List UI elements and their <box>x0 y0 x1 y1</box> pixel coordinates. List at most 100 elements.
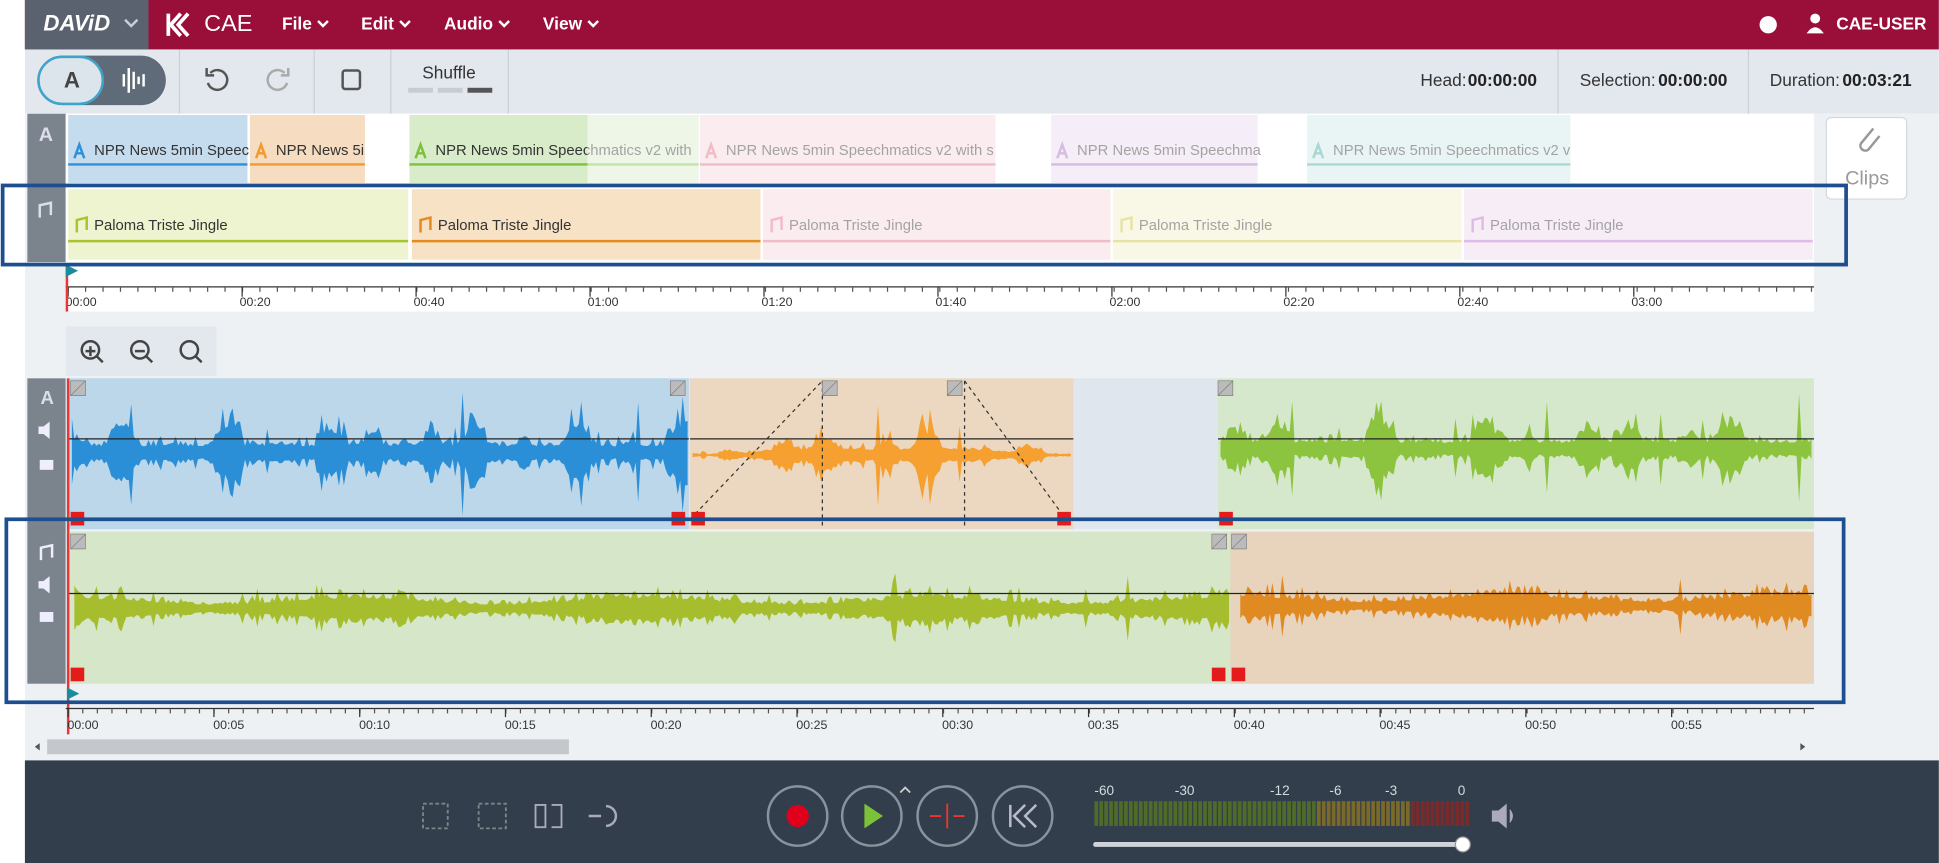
music-clip[interactable] <box>411 189 761 260</box>
meter-label: -60 <box>1094 783 1114 798</box>
meter-segment <box>1430 801 1435 826</box>
speaker-icon[interactable] <box>1491 803 1513 829</box>
meter-segment <box>1381 801 1385 826</box>
music-clip[interactable] <box>68 189 409 260</box>
fade-handle[interactable] <box>1211 533 1227 550</box>
meter-segment <box>1326 801 1331 826</box>
record-button[interactable] <box>766 785 829 847</box>
help-icon[interactable] <box>1759 16 1777 34</box>
fade-handle[interactable] <box>1231 533 1247 550</box>
user-name[interactable]: CAE-USER <box>1836 13 1927 33</box>
shuffle-label[interactable]: Shuffle <box>422 63 476 83</box>
clip-marker[interactable] <box>1211 667 1226 682</box>
play-options[interactable] <box>899 786 911 794</box>
meter-segment <box>1138 801 1143 826</box>
fade-handle[interactable] <box>1217 380 1234 396</box>
menu-item[interactable]: File <box>282 13 312 33</box>
meter-segment <box>1168 801 1173 826</box>
meter-segment <box>1094 801 1099 826</box>
text-clip[interactable] <box>249 114 365 183</box>
meter-segment <box>1420 801 1425 826</box>
track-label: A <box>40 387 53 408</box>
clip-marker[interactable] <box>70 667 85 682</box>
duration-label: Duration: <box>1770 70 1840 90</box>
ruler-label: 01:20 <box>762 295 793 309</box>
speaker-icon[interactable] <box>38 421 50 439</box>
center-button[interactable] <box>916 785 979 847</box>
clip-marker[interactable] <box>1231 667 1246 682</box>
ruler-label: 00:00 <box>66 295 97 309</box>
text-clip-label: NPR News 5min Speech <box>94 143 257 159</box>
meter-segment <box>1371 801 1376 826</box>
meter-segment <box>1148 801 1153 826</box>
meter-segment <box>1232 801 1237 826</box>
meter-segment <box>1227 801 1232 826</box>
waveform <box>71 392 688 516</box>
split-icon[interactable] <box>534 803 563 829</box>
play-button[interactable] <box>840 785 903 847</box>
zoom-handle <box>194 355 203 364</box>
meter-segment <box>1208 801 1212 826</box>
speaker-icon[interactable] <box>38 576 50 594</box>
user-icon-body <box>1806 27 1824 34</box>
undo-icon[interactable] <box>205 68 229 92</box>
meter-segment <box>1287 801 1291 826</box>
menu-item[interactable]: Audio <box>444 13 493 33</box>
lock-icon[interactable] <box>39 459 54 470</box>
meter-segment <box>1109 801 1113 826</box>
meter-segment <box>1366 801 1371 826</box>
fade-handle[interactable] <box>70 533 86 550</box>
meter-segment <box>1386 801 1390 826</box>
fade-handle[interactable] <box>822 380 838 396</box>
volume-thumb[interactable] <box>1454 836 1471 853</box>
cut-icon[interactable] <box>422 802 449 830</box>
center-icon <box>929 803 965 829</box>
lock-icon[interactable] <box>39 612 54 622</box>
zoom-button[interactable] <box>129 340 150 360</box>
meter-segment <box>1257 801 1262 826</box>
text-icon <box>254 141 268 159</box>
text-icon <box>73 141 86 159</box>
app-icon <box>166 12 190 38</box>
clips-button[interactable] <box>1825 116 1908 200</box>
save-icon[interactable] <box>341 69 362 91</box>
ruler-label: 00:50 <box>1525 718 1556 732</box>
menu-caret <box>399 20 411 28</box>
meter-label: -12 <box>1270 783 1290 798</box>
meter-segment <box>1401 801 1405 826</box>
menu-item[interactable]: View <box>543 13 583 33</box>
meter-segment <box>1237 801 1242 826</box>
fade-handle[interactable] <box>70 380 86 396</box>
fade-handle[interactable] <box>946 380 963 396</box>
text-clip[interactable] <box>68 114 248 183</box>
trim-icon[interactable] <box>477 802 507 830</box>
meter-segment <box>1321 801 1326 826</box>
meter-label: -30 <box>1175 783 1195 798</box>
menu-item[interactable]: Edit <box>361 13 394 33</box>
meter-segment <box>1282 801 1287 826</box>
user-icon[interactable] <box>1810 13 1821 24</box>
ruler-label: 03:00 <box>1631 295 1662 309</box>
meter-segment <box>1435 801 1440 826</box>
meter-segment <box>1316 801 1321 826</box>
play-icon <box>864 803 883 829</box>
ruler-label: 01:40 <box>935 295 966 309</box>
meter-segment <box>1440 801 1445 826</box>
mode-text[interactable] <box>37 55 105 106</box>
redo-icon[interactable] <box>266 68 290 92</box>
logo[interactable]: DAViD <box>43 11 110 36</box>
zoom-handle <box>85 346 104 364</box>
meter-segment <box>1292 801 1296 826</box>
fade-handle[interactable] <box>669 380 686 396</box>
clips-icon <box>1859 127 1881 152</box>
zoom-button[interactable] <box>80 340 101 360</box>
ruler-label: 00:10 <box>359 718 390 732</box>
scroll-thumb[interactable] <box>47 739 569 755</box>
meter-segment <box>1307 801 1311 826</box>
meter-segment <box>1183 801 1188 826</box>
loop-icon[interactable] <box>588 804 618 828</box>
ruler-label: 00:25 <box>796 718 827 732</box>
meter-segment <box>1222 801 1227 826</box>
rewind-button[interactable] <box>991 785 1054 847</box>
zoom-button[interactable] <box>179 340 200 360</box>
